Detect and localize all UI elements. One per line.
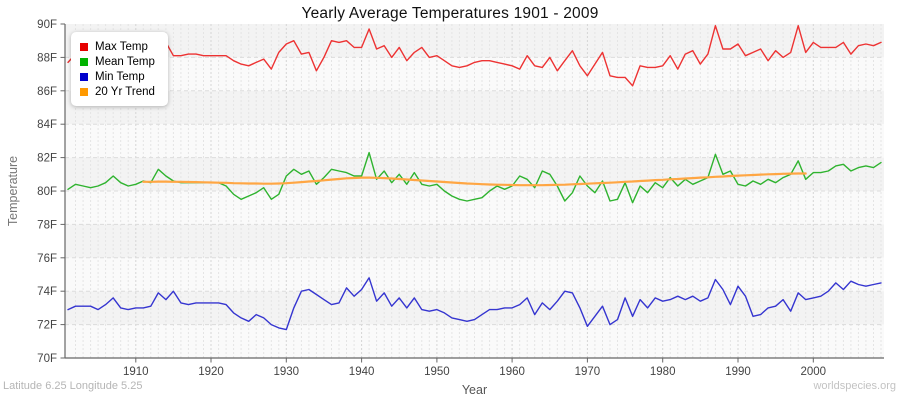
series-line-20-yr-trend (142, 172, 807, 187)
plot-band (65, 257, 884, 292)
y-axis-title: Temperature (6, 155, 20, 227)
series-line-min-temp (67, 277, 882, 331)
x-tick-label: 1910 (123, 366, 149, 378)
y-tick-label: 90F (37, 19, 57, 31)
x-tick-label: 1920 (198, 366, 224, 378)
y-tick-label: 70F (37, 353, 57, 365)
legend-label: Max Temp (95, 40, 148, 53)
x-tick-label: 1960 (499, 366, 525, 378)
legend-label: Mean Temp (95, 55, 155, 68)
legend: Max Temp Mean Temp Min Temp 20 Yr Trend (71, 32, 168, 106)
x-tick-label: 1980 (650, 366, 676, 378)
series-line-max-temp (67, 25, 882, 87)
y-tick-label: 72F (37, 320, 57, 332)
chart-title: Yearly Average Temperatures 1901 - 2009 (301, 5, 599, 22)
legend-item-mean-temp: Mean Temp (80, 54, 155, 69)
y-tick-label: 82F (37, 153, 57, 165)
y-tick-label: 78F (37, 219, 57, 231)
legend-swatch-icon (80, 72, 88, 81)
y-tick-label: 84F (37, 119, 57, 131)
y-tick-label: 88F (37, 52, 57, 64)
legend-item-20-yr-trend: 20 Yr Trend (80, 84, 155, 99)
y-tick-label: 86F (37, 86, 57, 98)
watermark: worldspecies.org (813, 380, 896, 392)
coordinates-label: Latitude 6.25 Longitude 5.25 (3, 380, 143, 392)
y-tick-label: 80F (37, 186, 57, 198)
y-tick-label: 76F (37, 253, 57, 265)
x-tick-label: 1940 (349, 366, 375, 378)
legend-label: 20 Yr Trend (95, 85, 155, 98)
x-tick-label: 1950 (424, 366, 450, 378)
x-axis-title: Year (461, 383, 488, 397)
legend-swatch-icon (80, 42, 88, 51)
x-tick-label: 1970 (575, 366, 601, 378)
legend-item-max-temp: Max Temp (80, 39, 155, 54)
legend-swatch-icon (80, 87, 88, 96)
legend-item-min-temp: Min Temp (80, 69, 155, 84)
legend-swatch-icon (80, 57, 88, 66)
x-tick-label: 1930 (274, 366, 300, 378)
x-tick-label: 1990 (725, 366, 751, 378)
x-tick-label: 2000 (801, 366, 827, 378)
plot-band (65, 90, 884, 125)
y-tick-label: 74F (37, 286, 57, 298)
legend-label: Min Temp (95, 70, 145, 83)
